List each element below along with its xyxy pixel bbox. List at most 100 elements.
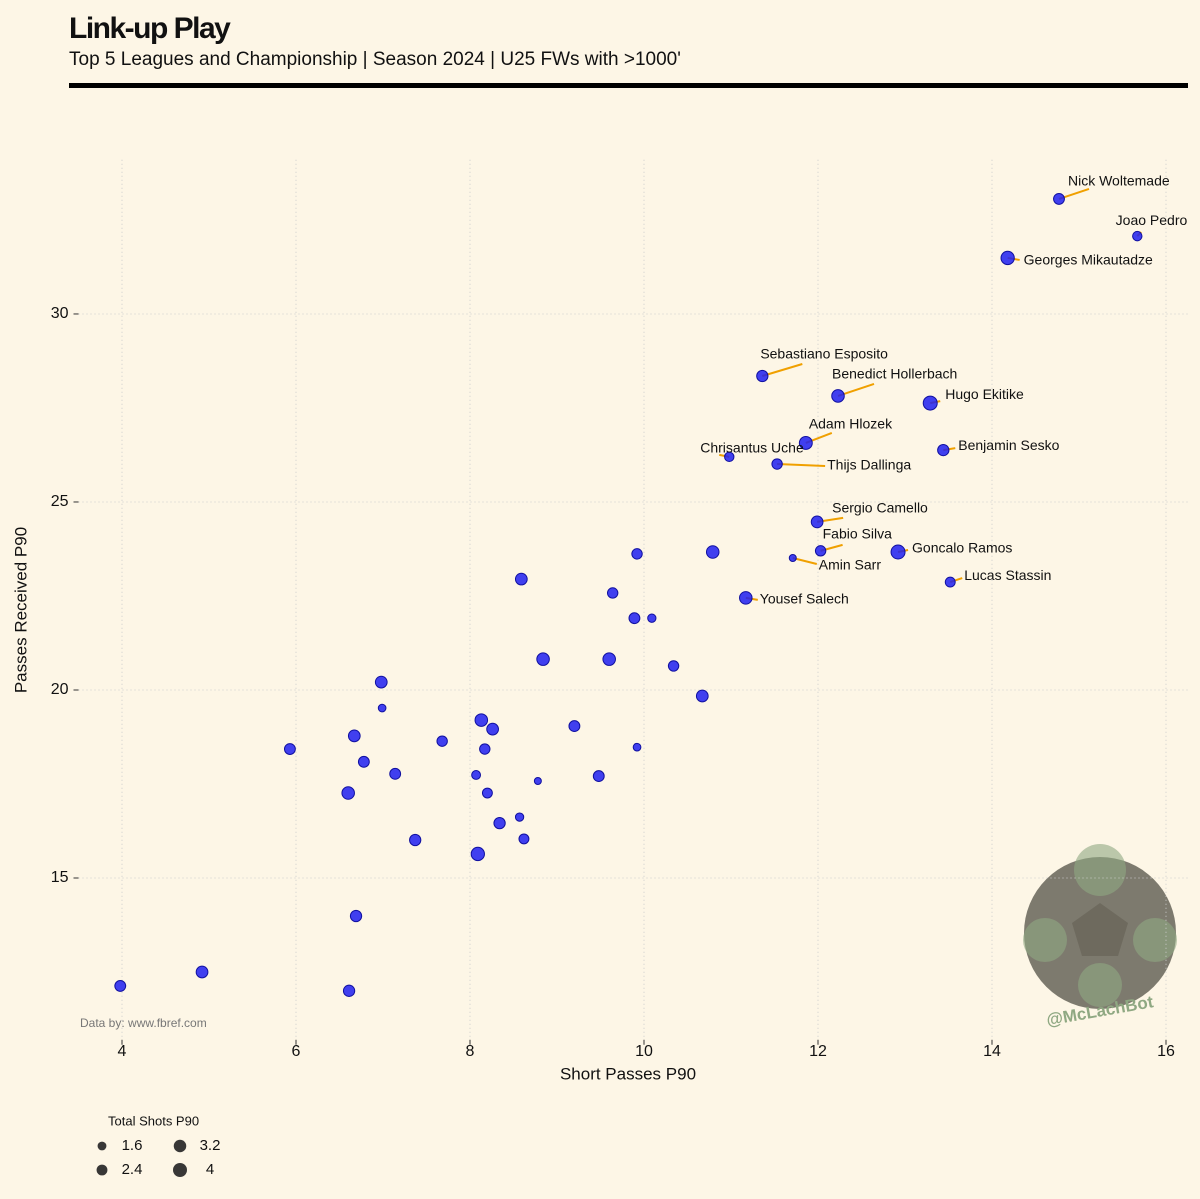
y-tick-label: 15	[51, 869, 69, 886]
legend-marker	[173, 1163, 187, 1177]
point-label: Yousef Salech	[760, 591, 849, 607]
logo-patch	[1074, 844, 1126, 896]
x-axis-label: Short Passes P90	[560, 1064, 696, 1083]
point-label: Joao Pedro	[1116, 212, 1188, 228]
point	[474, 713, 489, 727]
source-note: Data by: www.fbref.com	[80, 1016, 207, 1030]
point-label: Lucas Stassin	[964, 567, 1051, 583]
point	[831, 389, 845, 403]
point	[810, 515, 824, 529]
point	[470, 846, 485, 862]
point-label: Georges Mikautadze	[1024, 252, 1153, 268]
leader-line	[777, 463, 826, 468]
x-tick-label: 10	[635, 1043, 653, 1060]
point	[357, 755, 370, 768]
point	[1053, 192, 1065, 205]
point	[890, 544, 906, 560]
point	[377, 703, 387, 713]
point-label: Sergio Camello	[832, 500, 928, 516]
chart-title: Link-up Play	[69, 12, 231, 45]
point	[568, 720, 581, 733]
point	[1000, 250, 1015, 266]
point-label: Nick Woltemade	[1068, 173, 1170, 189]
point	[389, 767, 402, 780]
point-label: Thijs Dallinga	[827, 457, 911, 473]
point	[606, 587, 619, 599]
point	[798, 435, 813, 450]
x-tick-label: 14	[983, 1043, 1001, 1060]
point	[647, 613, 657, 623]
point	[479, 743, 491, 755]
point	[937, 443, 950, 457]
point	[814, 545, 827, 557]
point	[705, 545, 720, 559]
point	[514, 812, 525, 822]
leader-line	[762, 363, 803, 377]
legend-marker	[97, 1141, 107, 1151]
point	[922, 395, 938, 411]
point-label: Benedict Hollerbach	[832, 366, 957, 382]
point-label: Hugo Ekitike	[945, 386, 1024, 402]
point	[628, 612, 641, 625]
point	[342, 984, 356, 997]
point	[409, 833, 422, 847]
point	[771, 458, 783, 470]
point	[349, 909, 363, 923]
y-tick-label: 30	[51, 305, 69, 322]
point	[533, 776, 542, 785]
point	[667, 660, 680, 672]
point	[471, 770, 482, 780]
point-label: Sebastiano Esposito	[760, 346, 888, 362]
point	[632, 742, 642, 752]
legend-label: 1.6	[122, 1137, 143, 1154]
legend-label: 4	[206, 1161, 214, 1178]
x-tick-label: 8	[466, 1043, 475, 1060]
logo-patch	[1078, 963, 1122, 1007]
point-label: Fabio Silva	[823, 526, 892, 542]
point	[1132, 230, 1143, 242]
point	[739, 591, 753, 605]
point	[341, 786, 355, 800]
logo-patch	[1133, 918, 1177, 962]
point-label: Chrisantus Uche	[700, 440, 804, 456]
point	[481, 787, 493, 799]
point	[514, 572, 528, 586]
x-tick-label: 4	[118, 1043, 127, 1060]
logo-patch	[1023, 918, 1067, 962]
point	[602, 652, 616, 666]
x-tick-label: 12	[809, 1043, 827, 1060]
point	[756, 369, 769, 383]
point	[788, 554, 797, 563]
point-label: Benjamin Sesko	[958, 437, 1059, 453]
point	[518, 833, 530, 845]
point-label: Goncalo Ramos	[912, 540, 1012, 556]
point	[195, 965, 209, 979]
point	[592, 770, 605, 783]
point	[436, 735, 448, 747]
point	[114, 980, 127, 992]
legend-title: Total Shots P90	[108, 1113, 199, 1128]
point	[695, 689, 709, 703]
point	[631, 548, 643, 560]
x-tick-label: 16	[1157, 1043, 1175, 1060]
legend-marker	[96, 1164, 108, 1176]
point-label: Adam Hlozek	[809, 416, 893, 432]
legend-label: 2.4	[122, 1161, 143, 1178]
logo: @McLachBot	[1023, 844, 1177, 1030]
point	[486, 722, 499, 736]
legend-marker	[173, 1139, 187, 1153]
point	[347, 729, 361, 743]
logo-pentagon	[1072, 903, 1128, 956]
leader-line	[792, 557, 818, 565]
point	[493, 816, 506, 830]
point	[283, 743, 296, 755]
x-tick-label: 6	[292, 1043, 301, 1060]
chart-subtitle: Top 5 Leagues and Championship | Season …	[69, 49, 681, 70]
y-axis-label: Passes Received P90	[11, 527, 30, 693]
y-tick-label: 20	[51, 681, 69, 698]
point	[944, 576, 956, 588]
header-rule	[69, 83, 1188, 88]
y-tick-label: 25	[51, 493, 69, 510]
point-label: Amin Sarr	[819, 557, 882, 573]
